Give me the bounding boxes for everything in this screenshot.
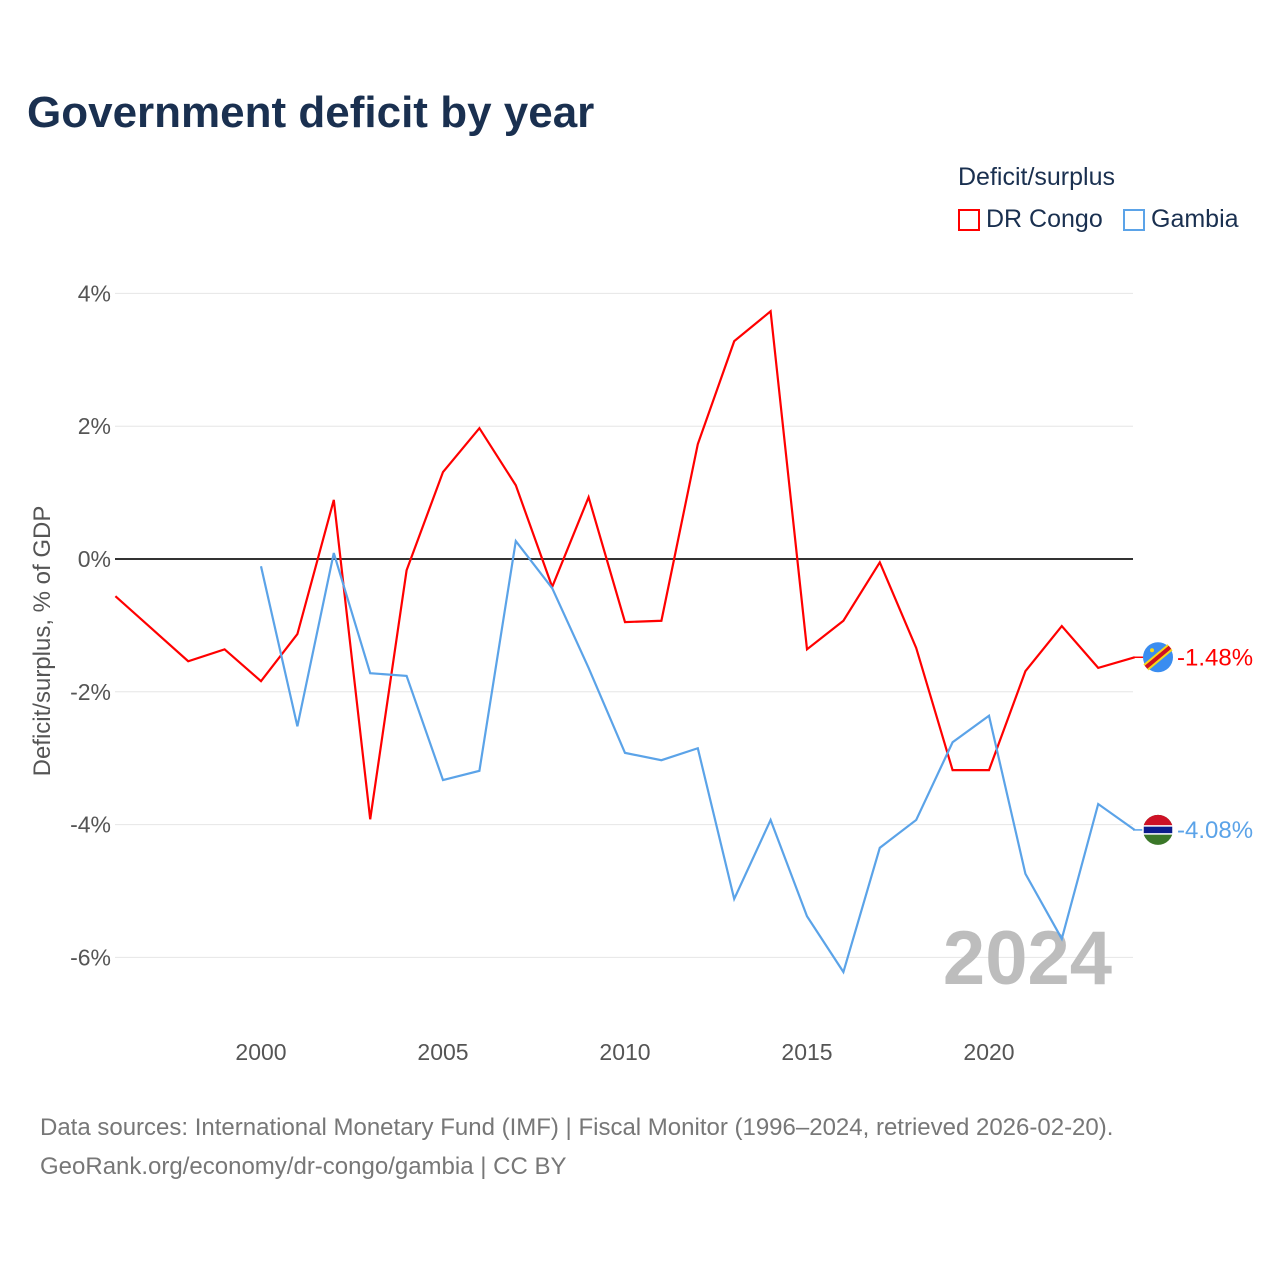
series-line-gambia: [259, 538, 1136, 975]
flag-stripe: [1142, 825, 1174, 835]
x-tick-label: 2005: [417, 1039, 468, 1065]
legend-swatch-gambia: [1123, 208, 1145, 231]
x-tick-label: 2010: [599, 1039, 650, 1065]
source-note: Data sources: International Monetary Fun…: [40, 1108, 1113, 1186]
y-axis-label: Deficit/surplus, % of GDP: [29, 506, 56, 777]
flag-icon-dr-congo: [1143, 642, 1173, 673]
x-tick-label: 2020: [963, 1039, 1014, 1065]
y-tick-label: 2%: [78, 413, 111, 439]
y-tick-label: -6%: [70, 944, 111, 970]
series-line-dr-congo: [114, 309, 1135, 820]
y-tick-label: 4%: [78, 280, 111, 306]
chart-title: Government deficit by year: [27, 88, 595, 137]
year-watermark: 2024: [943, 916, 1112, 1001]
flag-stripe: [1144, 645, 1172, 669]
legend-label: DR Congo: [986, 205, 1103, 233]
y-tick-label: -4%: [70, 812, 111, 838]
end-value-label-dr-congo: -1.48%: [1177, 644, 1253, 671]
legend-item-dr-congo[interactable]: DR Congo: [958, 205, 1103, 234]
legend-item-gambia[interactable]: Gambia: [1123, 205, 1239, 234]
source-line-2[interactable]: GeoRank.org/economy/dr-congo/gambia | CC…: [40, 1153, 567, 1180]
legend-label: Gambia: [1151, 205, 1239, 233]
y-tick-label: -2%: [70, 679, 111, 705]
x-tick-label: 2015: [781, 1039, 832, 1065]
end-value-label-gambia: -4.08%: [1177, 817, 1253, 844]
legend-swatch-dr-congo: [958, 208, 980, 231]
legend-title: Deficit/surplus: [958, 163, 1115, 191]
x-tick-label: 2000: [235, 1039, 286, 1065]
source-line-1: Data sources: International Monetary Fun…: [40, 1114, 1114, 1141]
y-tick-label: 0%: [78, 546, 111, 572]
flag-star: [1150, 648, 1154, 653]
flag-icon-gambia: [1142, 814, 1174, 845]
